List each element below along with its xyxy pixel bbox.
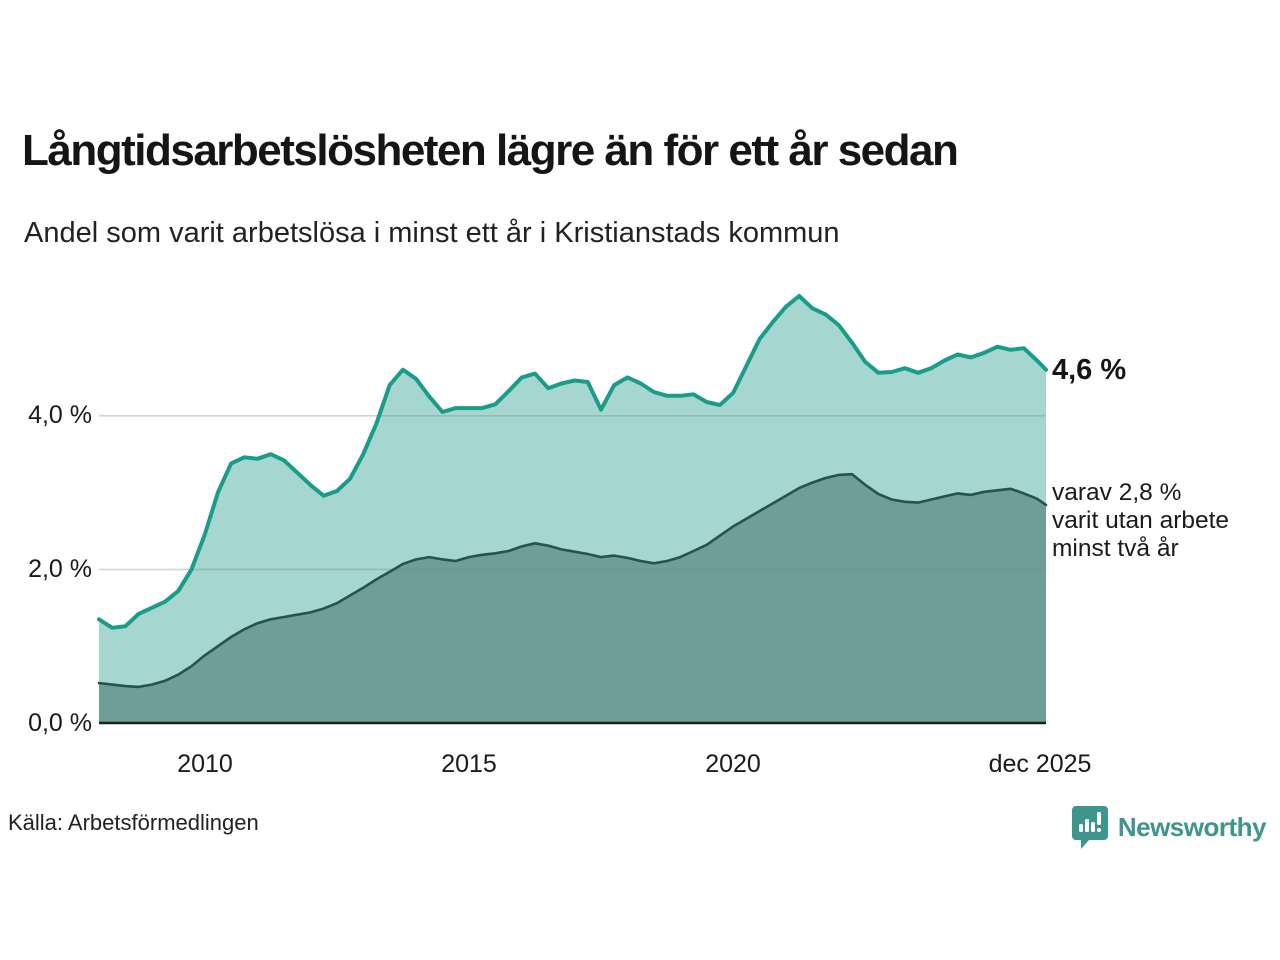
x-axis-tick-dec-2025: dec 2025 xyxy=(988,750,1092,778)
x-axis-tick-2015: 2015 xyxy=(441,750,497,778)
series-line xyxy=(97,294,1048,630)
secondary-series-annotation: varav 2,8 % varit utan arbete minst två … xyxy=(1052,479,1230,562)
source-caption: Källa: Arbetsförmedlingen xyxy=(8,810,259,835)
y-axis-tick-0pct: 0,0 % xyxy=(28,709,92,737)
area-chart xyxy=(0,270,1280,770)
area-fill xyxy=(99,474,1046,723)
brand-name: Newsworthy xyxy=(1117,811,1267,842)
page-subtitle: Andel som varit arbetslösa i minst ett å… xyxy=(24,217,840,249)
latest-value-label: 4,6 % xyxy=(1052,354,1127,386)
brand-logo: Newsworthy xyxy=(1071,804,1267,850)
area-chart-canvas xyxy=(97,294,1048,725)
x-axis-tick-2010: 2010 xyxy=(177,750,233,778)
x-axis-tick-2020: 2020 xyxy=(705,750,761,778)
y-axis-tick-2pct: 2,0 % xyxy=(28,555,92,583)
series-line xyxy=(97,472,1048,689)
newsworthy-speech-bubble-bar-chart-icon xyxy=(1071,806,1108,849)
y-axis-tick-4pct: 4,0 % xyxy=(28,401,92,429)
page-title: Långtidsarbetslösheten lägre än för ett … xyxy=(22,126,959,175)
